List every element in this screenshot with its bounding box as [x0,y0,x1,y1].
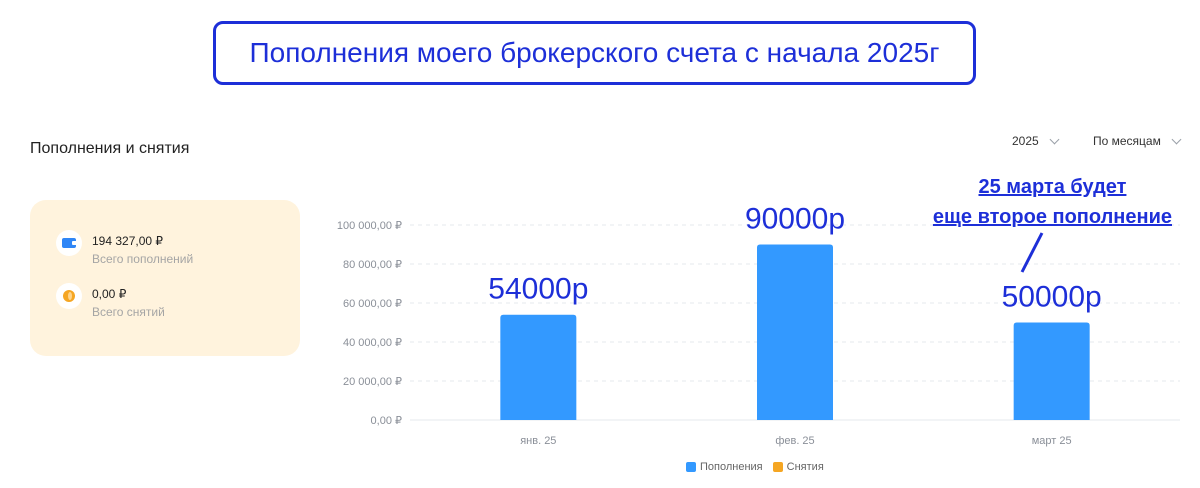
year-value: 2025 [1012,134,1039,148]
grouping-value: По месяцам [1093,134,1161,148]
deposits-total: 194 327,00 ₽ [92,234,164,248]
x-tick-label: янв. 25 [520,435,556,447]
chart-legend: Пополнения Снятия [686,461,824,473]
banner-title: Пополнения моего брокерского счета с нач… [249,37,940,68]
annotation-note: 25 марта будет еще второе пополнение [933,172,1172,232]
legend-swatch-withdrawals [772,462,783,472]
bar-data-label: 54000р [488,273,588,306]
legend-label-deposits: Пополнения [700,461,763,473]
coin-icon [56,283,82,309]
summary-withdrawals: 0,00 ₽ Всего снятий [56,283,165,319]
bar-deposits [1013,322,1090,420]
annotation-line-1: 25 марта будет [978,176,1127,198]
deposits-label: Всего пополнений [92,252,194,266]
legend-item-withdrawals[interactable]: Снятия [772,461,824,473]
legend-item-deposits[interactable]: Пополнения [686,461,763,473]
y-tick-label: 100 000,00 ₽ [337,220,402,232]
bar-data-label: 90000р [745,203,845,236]
x-tick-label: фев. 25 [775,435,814,447]
legend-label-withdrawals: Снятия [786,461,824,473]
title-banner: Пополнения моего брокерского счета с нач… [213,21,976,85]
withdrawals-total: 0,00 ₽ [92,287,127,301]
bar-data-label: 50000р [1002,281,1102,314]
summary-deposits: 194 327,00 ₽ Всего пополнений [56,230,193,266]
y-tick-label: 40 000,00 ₽ [343,337,402,349]
y-tick-label: 0,00 ₽ [371,415,402,427]
x-tick-label: март 25 [1032,435,1072,447]
y-tick-label: 20 000,00 ₽ [343,376,402,388]
legend-swatch-deposits [686,462,696,472]
bar-deposits [500,314,577,420]
bar-deposits [757,244,833,420]
summary-card: 194 327,00 ₽ Всего пополнений 0,00 ₽ Все… [30,200,300,356]
y-tick-label: 80 000,00 ₽ [343,259,402,271]
y-tick-label: 60 000,00 ₽ [343,298,402,310]
year-selector[interactable]: 2025 [1012,134,1060,148]
section-title: Пополнения и снятия [30,140,190,157]
grouping-selector[interactable]: По месяцам [1093,134,1182,148]
withdrawals-label: Всего снятий [92,305,165,319]
annotation-arrow [1020,232,1044,273]
wallet-icon [56,230,82,256]
annotation-line-2: еще второе пополнение [932,206,1172,228]
